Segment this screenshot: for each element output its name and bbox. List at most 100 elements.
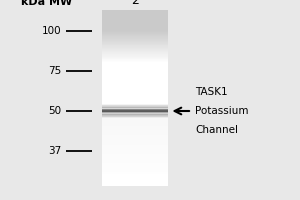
Bar	[102, 139, 168, 140]
Bar	[102, 35, 168, 36]
Bar	[102, 160, 168, 161]
Bar	[102, 137, 168, 138]
Bar	[102, 127, 168, 128]
Bar	[102, 105, 168, 106]
Bar	[102, 150, 168, 151]
Text: 50: 50	[48, 106, 62, 116]
Bar	[102, 27, 168, 28]
Bar	[102, 43, 168, 44]
Bar	[102, 159, 168, 160]
Bar	[102, 57, 168, 58]
Bar	[102, 36, 168, 37]
Bar	[102, 38, 168, 39]
Bar	[102, 143, 168, 144]
Bar	[102, 23, 168, 24]
Bar	[102, 104, 168, 105]
Text: TASK1: TASK1	[195, 87, 228, 97]
Bar	[102, 118, 168, 119]
Bar	[102, 162, 168, 163]
Bar	[102, 106, 168, 107]
Bar	[102, 148, 168, 149]
Bar	[102, 138, 168, 139]
Bar	[102, 61, 168, 62]
Bar	[102, 50, 168, 51]
Bar	[102, 132, 168, 133]
Bar	[102, 145, 168, 146]
Bar	[102, 41, 168, 42]
Bar	[102, 49, 168, 50]
Bar	[102, 130, 168, 131]
Bar	[102, 18, 168, 19]
Bar	[102, 37, 168, 38]
Bar	[102, 109, 168, 110]
Bar	[102, 156, 168, 157]
Bar	[102, 161, 168, 162]
Bar	[102, 167, 168, 168]
Bar	[102, 112, 168, 113]
Bar	[102, 116, 168, 117]
Bar	[102, 42, 168, 43]
Bar	[102, 16, 168, 17]
Bar	[102, 58, 168, 59]
Bar	[102, 33, 168, 34]
Text: 100: 100	[42, 26, 62, 36]
Bar	[102, 135, 168, 136]
Bar	[102, 24, 168, 25]
Bar	[102, 48, 168, 49]
Bar	[102, 22, 168, 23]
Bar	[102, 15, 168, 16]
Bar	[102, 124, 168, 125]
Bar	[102, 14, 168, 15]
Bar	[102, 153, 168, 154]
Text: 37: 37	[48, 146, 62, 156]
Bar	[102, 168, 168, 169]
Bar	[102, 144, 168, 145]
Bar	[102, 171, 168, 172]
Bar	[102, 154, 168, 155]
Bar	[102, 129, 168, 130]
Bar	[102, 140, 168, 141]
Bar	[102, 108, 168, 109]
Bar	[102, 169, 168, 170]
Bar	[102, 53, 168, 54]
Bar	[102, 56, 168, 57]
Bar	[102, 122, 168, 123]
Text: Potassium: Potassium	[195, 106, 248, 116]
Bar	[102, 11, 168, 12]
Text: kDa MW: kDa MW	[21, 0, 72, 7]
Bar	[102, 13, 168, 14]
Bar	[102, 117, 168, 118]
Bar	[102, 39, 168, 40]
Bar	[102, 44, 168, 45]
Bar	[102, 158, 168, 159]
Bar	[102, 21, 168, 22]
Bar	[102, 125, 168, 126]
Bar	[102, 26, 168, 27]
Bar	[102, 128, 168, 129]
Bar	[102, 147, 168, 148]
Bar	[102, 123, 168, 124]
Bar	[102, 60, 168, 61]
Bar	[102, 134, 168, 135]
Bar	[102, 172, 168, 173]
Bar	[102, 152, 168, 153]
Bar	[102, 29, 168, 30]
Bar	[102, 45, 168, 46]
Bar	[102, 51, 168, 52]
Bar	[102, 52, 168, 53]
Bar	[102, 113, 168, 114]
Text: 75: 75	[48, 66, 62, 76]
Bar	[102, 157, 168, 158]
Bar	[102, 164, 168, 165]
Bar	[102, 30, 168, 31]
Bar	[102, 19, 168, 20]
Bar	[102, 115, 168, 116]
Text: Channel: Channel	[195, 125, 238, 135]
Bar	[102, 173, 168, 174]
Bar	[102, 12, 168, 13]
Bar	[102, 119, 168, 120]
Bar	[102, 133, 168, 134]
Bar	[102, 163, 168, 164]
Bar	[102, 17, 168, 18]
Bar	[102, 165, 168, 166]
